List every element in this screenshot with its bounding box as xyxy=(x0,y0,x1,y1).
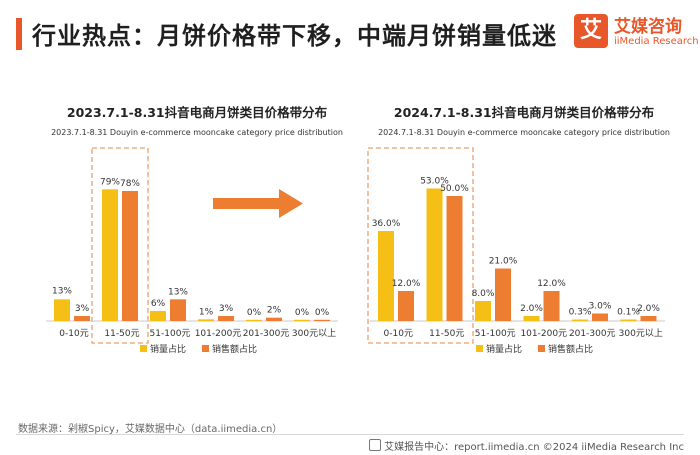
chart2-data-label-sales-4: 3.0% xyxy=(589,302,612,312)
chart1-legend-label-0: 销量占比 xyxy=(150,343,186,355)
chart1-data-label-sales-3: 3% xyxy=(219,304,234,314)
chart2-bar-sales-3 xyxy=(543,291,560,321)
chart2-category-label-5: 300元以上 xyxy=(619,328,663,339)
chart2-bar-volume-4 xyxy=(572,319,588,321)
chart1-bar-volume-2 xyxy=(150,311,166,321)
chart2-data-label-volume-4: 0.3% xyxy=(569,308,592,318)
chart2-data-label-sales-2: 21.0% xyxy=(489,257,518,267)
chart1-data-label-volume-5: 0% xyxy=(295,308,310,318)
chart2-bar-volume-2 xyxy=(475,301,491,321)
chart2-data-label-volume-0: 36.0% xyxy=(372,219,401,229)
chart1-bar-sales-4 xyxy=(266,317,282,321)
chart2-bar-volume-1 xyxy=(426,188,443,321)
chart1-legend-swatch-0 xyxy=(140,345,147,352)
chart2-data-label-sales-3: 12.0% xyxy=(537,279,566,289)
chart1-category-label-2: 51-100元 xyxy=(150,329,191,339)
chart2-bar-sales-0 xyxy=(398,291,414,321)
chart2-legend-label-1: 销售额占比 xyxy=(548,343,593,355)
chart2-highlight-box xyxy=(367,147,474,344)
chart1-highlight-box xyxy=(91,147,149,344)
chart1-bar-volume-5 xyxy=(294,319,310,321)
chart1-bar-sales-1 xyxy=(122,191,138,321)
chart1-data-label-volume-4: 0% xyxy=(247,308,262,318)
chart2-data-label-volume-3: 2.0% xyxy=(520,304,543,314)
chart2-legend-swatch-0 xyxy=(476,345,483,352)
chart1-bar-volume-1 xyxy=(102,189,118,321)
chart1-bar-sales-2 xyxy=(170,299,186,321)
chart2-category-label-1: 11-50元 xyxy=(429,329,464,339)
chart1-data-label-sales-5: 0% xyxy=(315,308,330,318)
chart2-title: 2024.7.1-8.31抖音电商月饼类目价格带分布 xyxy=(394,105,655,120)
chart2-data-label-volume-2: 8.0% xyxy=(472,289,495,299)
footer-divider xyxy=(16,434,684,435)
footer-credit: 艾媒报告中心：report.iimedia.cn ©2024 iiMedia R… xyxy=(369,438,684,453)
chart1-category-label-0: 0-10元 xyxy=(59,329,88,339)
footer-credit-text: 艾媒报告中心：report.iimedia.cn ©2024 iiMedia R… xyxy=(384,442,684,453)
chart1-data-label-sales-2: 13% xyxy=(168,287,188,297)
transition-arrow-head xyxy=(279,189,303,218)
chart2-legend-label-0: 销量占比 xyxy=(486,343,522,355)
logo-cn-text: 艾媒咨询 xyxy=(614,17,682,37)
chart2-bar-sales-5 xyxy=(640,316,657,321)
chart2-category-label-0: 0-10元 xyxy=(384,329,413,339)
chart2-data-label-volume-1: 53.0% xyxy=(420,177,449,187)
chart1-subtitle: 2023.7.1-8.31 Douyin e-commerce mooncake… xyxy=(51,128,343,137)
chart1-bar-sales-0 xyxy=(74,316,90,321)
chart1-title: 2023.7.1-8.31抖音电商月饼类目价格带分布 xyxy=(67,105,328,120)
chart1-category-label-4: 201-300元 xyxy=(243,329,290,339)
chart1-bar-volume-3 xyxy=(198,319,214,321)
chart2-bar-volume-3 xyxy=(523,316,540,321)
chart1-data-label-sales-0: 3% xyxy=(75,304,90,314)
chart1-bar-volume-0 xyxy=(54,299,70,321)
chart1-data-label-sales-1: 78% xyxy=(120,179,140,189)
chart2-bar-sales-1 xyxy=(446,196,463,321)
chart1-data-label-volume-0: 13% xyxy=(52,286,72,296)
chart2-bar-sales-2 xyxy=(495,268,511,321)
chart1-legend-label-1: 销售额占比 xyxy=(212,343,257,355)
iimedia-logo: 艾 艾媒咨询 iiMedia Research xyxy=(574,12,699,54)
chart1-category-label-5: 300元以上 xyxy=(292,328,336,339)
chart1-legend-swatch-1 xyxy=(202,345,209,352)
chart2-category-label-4: 201-300元 xyxy=(569,329,616,339)
chart2-category-label-3: 101-200元 xyxy=(520,329,567,339)
report-center-icon xyxy=(369,439,382,451)
chart1-category-label-3: 101-200元 xyxy=(195,329,242,339)
transition-arrow-shaft xyxy=(213,198,281,209)
chart2-legend-swatch-1 xyxy=(538,345,545,352)
chart2-subtitle: 2024.7.1-8.31 Douyin e-commerce mooncake… xyxy=(378,128,670,137)
chart2-category-label-2: 51-100元 xyxy=(475,329,516,339)
chart2-bar-volume-5 xyxy=(620,319,637,321)
chart1-data-label-volume-2: 6% xyxy=(151,299,166,309)
page-title: 行业热点：月饼价格带下移，中端月饼销量低迷 xyxy=(32,22,557,50)
chart1-data-label-volume-3: 1% xyxy=(199,307,214,317)
logo-mark: 艾 xyxy=(574,14,608,48)
chart2-bar-sales-4 xyxy=(592,313,608,321)
data-source: 数据来源：剁椒Spicy，艾媒数据中心（data.iimedia.cn） xyxy=(18,424,283,435)
price-distribution-charts: 2023.7.1-8.31抖音电商月饼类目价格带分布 2023.7.1-8.31 … xyxy=(46,105,670,355)
chart1-category-label-1: 11-50元 xyxy=(104,329,139,339)
logo-en-text: iiMedia Research xyxy=(614,36,699,47)
chart2-data-label-sales-0: 12.0% xyxy=(392,279,421,289)
chart2-data-label-sales-1: 50.0% xyxy=(440,184,469,194)
chart1-bar-sales-5 xyxy=(314,319,330,321)
chart1-data-label-sales-4: 2% xyxy=(267,306,282,316)
title-accent-bar xyxy=(16,18,22,50)
chart1-bar-volume-4 xyxy=(246,319,262,321)
chart2-bar-volume-0 xyxy=(378,231,394,321)
chart1-data-label-volume-1: 79% xyxy=(100,177,120,187)
chart2-data-label-sales-5: 2.0% xyxy=(637,304,660,314)
chart1-bar-sales-3 xyxy=(218,316,234,321)
chart2-data-label-volume-5: 0.1% xyxy=(617,308,640,318)
